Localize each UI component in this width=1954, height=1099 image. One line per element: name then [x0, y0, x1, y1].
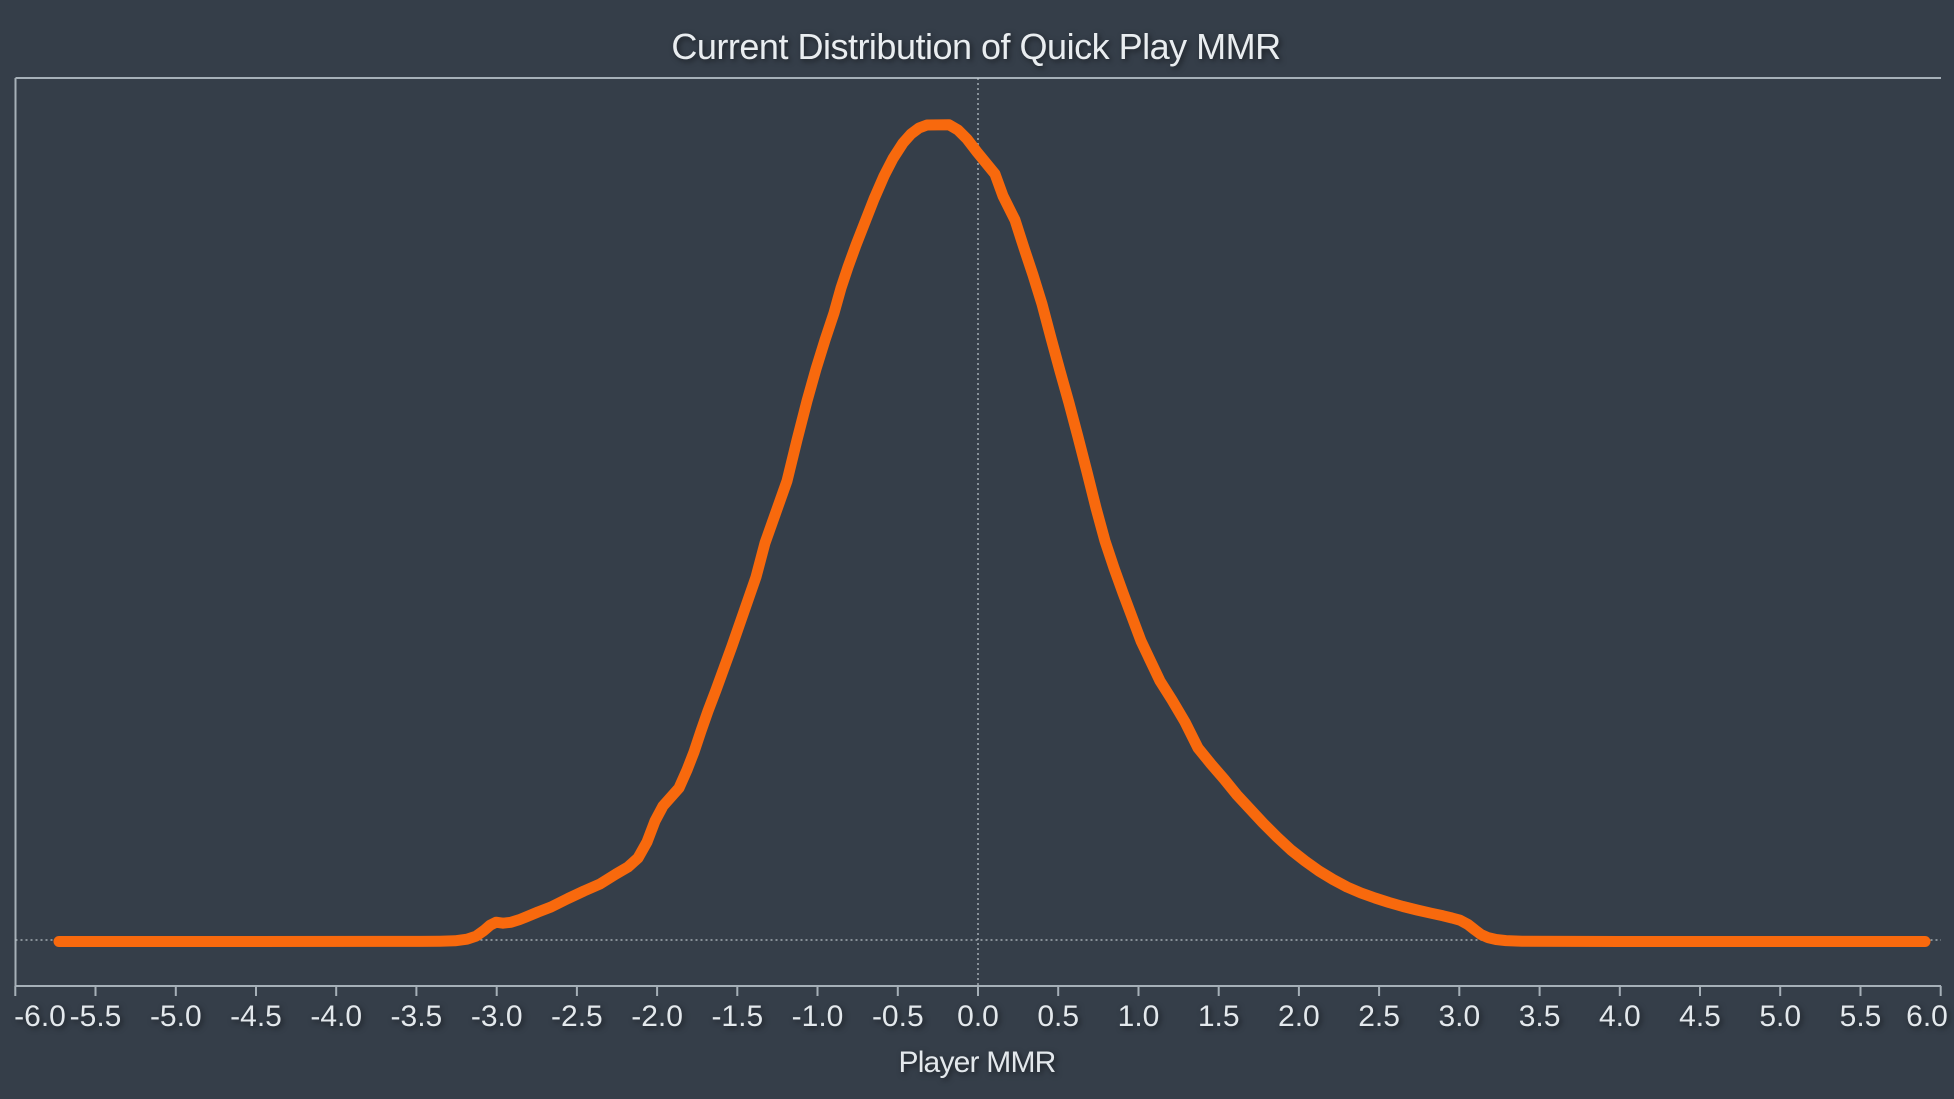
svg-text:1.0: 1.0	[1118, 1000, 1160, 1033]
svg-text:-2.0: -2.0	[631, 1000, 683, 1033]
svg-text:3.0: 3.0	[1438, 1000, 1480, 1033]
svg-text:3.5: 3.5	[1519, 1000, 1561, 1033]
svg-text:Current Distribution of Quick: Current Distribution of Quick Play MMR	[671, 26, 1280, 67]
svg-text:-4.0: -4.0	[310, 1000, 362, 1033]
svg-text:-3.0: -3.0	[471, 1000, 523, 1033]
svg-text:4.5: 4.5	[1679, 1000, 1721, 1033]
svg-text:0.0: 0.0	[957, 1000, 999, 1033]
svg-text:4.0: 4.0	[1599, 1000, 1641, 1033]
svg-text:5.0: 5.0	[1759, 1000, 1801, 1033]
svg-text:1.5: 1.5	[1198, 1000, 1240, 1033]
svg-text:-5.5: -5.5	[70, 1000, 122, 1033]
svg-text:-0.5: -0.5	[872, 1000, 924, 1033]
svg-text:2.0: 2.0	[1278, 1000, 1320, 1033]
svg-text:Player MMR: Player MMR	[898, 1046, 1055, 1079]
svg-text:6.0: 6.0	[1906, 1000, 1948, 1033]
svg-text:-4.5: -4.5	[230, 1000, 282, 1033]
svg-text:2.5: 2.5	[1358, 1000, 1400, 1033]
svg-text:-5.0: -5.0	[150, 1000, 202, 1033]
svg-text:-1.5: -1.5	[711, 1000, 763, 1033]
svg-text:-6.0: -6.0	[14, 1000, 66, 1033]
svg-text:0.5: 0.5	[1037, 1000, 1079, 1033]
svg-text:5.5: 5.5	[1840, 1000, 1882, 1033]
svg-text:-2.5: -2.5	[551, 1000, 603, 1033]
svg-text:-1.0: -1.0	[792, 1000, 844, 1033]
svg-text:-3.5: -3.5	[391, 1000, 443, 1033]
